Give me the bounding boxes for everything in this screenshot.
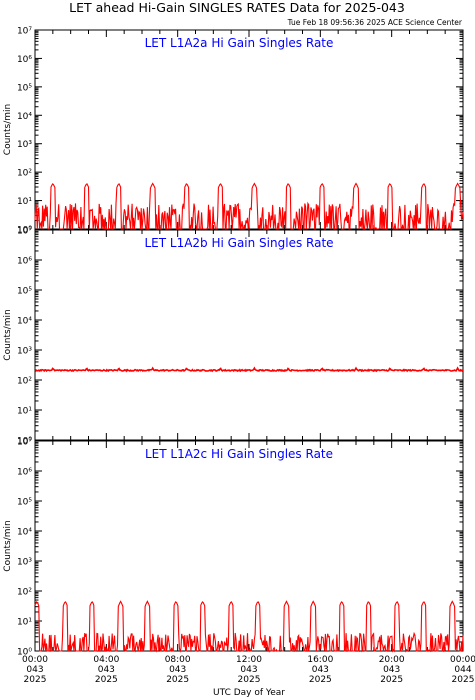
generation-timestamp: Tue Feb 18 09:56:36 2025 ACE Science Cen… [287, 18, 463, 27]
y-tick-label: 10¹ [17, 197, 32, 207]
series-line [34, 600, 464, 653]
plot-frame [34, 29, 464, 230]
x-tick-label: 16:00 [307, 655, 333, 665]
y-tick-label: 10⁰ [17, 437, 32, 447]
x-tick-label: 04:00 [93, 655, 119, 665]
x-axis-label: UTC Day of Year [213, 688, 285, 698]
y-tick-label: 10¹ [17, 618, 32, 628]
y-tick-label: 10⁶ [17, 468, 32, 478]
y-tick-label: 10⁵ [17, 498, 32, 508]
y-tick-label: 10³ [17, 140, 32, 150]
chart-panels: 10⁰ 10¹ 10² 10³ 10⁴ 10⁵ 10⁶ 10⁷ Counts/min LET L1… [3, 27, 475, 699]
panel-title: LET L1A2b Hi Gain Singles Rate [144, 236, 333, 250]
x-tick-label: 043 [383, 665, 400, 675]
x-tick-label: 043 [169, 665, 186, 675]
x-tick-label: 2025 [309, 675, 332, 685]
x-tick-label: 043 [312, 665, 329, 675]
x-tick-label: 2025 [380, 675, 403, 685]
y-axis-label: Counts/min [3, 520, 13, 571]
y-axis-label: Counts/min [3, 309, 13, 360]
x-tick-label: 2025 [24, 675, 47, 685]
chart-panel-3: 10⁰ 10¹ 10² 10³ 10⁴ 10⁵ 10⁶ 10⁷ Counts/min LET L1… [3, 438, 475, 699]
y-tick-label: 10⁰ [17, 648, 32, 658]
panel-title: LET L1A2a Hi Gain Singles Rate [145, 36, 334, 50]
x-tick-label: 00:00 [22, 655, 48, 665]
x-tick-label: 044 [454, 665, 471, 675]
y-tick-label: 10⁶ [17, 257, 32, 267]
figure-title: LET ahead Hi-Gain SINGLES RATES Data for… [69, 0, 405, 15]
y-tick-label: 10² [17, 377, 32, 387]
series-line [34, 366, 464, 373]
y-tick-label: 10⁴ [17, 317, 32, 327]
chart-panel-2: 10⁰ 10¹ 10² 10³ 10⁴ 10⁵ 10⁶ 10⁷ Counts/min LET L1… [3, 227, 464, 447]
x-tick-label: 2025 [238, 675, 261, 685]
y-tick-label: 10⁰ [17, 226, 32, 236]
y-tick-label: 10² [17, 588, 32, 598]
y-tick-label: 10⁵ [17, 83, 32, 93]
panel-title: LET L1A2c Hi Gain Singles Rate [145, 447, 333, 461]
y-tick-label: 10⁷ [17, 227, 32, 237]
x-tick-label: 043 [98, 665, 115, 675]
x-tick-label: 00:00 [450, 655, 475, 665]
y-tick-label: 10⁶ [17, 55, 32, 65]
series-line [34, 182, 464, 231]
y-tick-label: 10² [17, 169, 32, 179]
y-tick-label: 10⁷ [17, 438, 32, 448]
y-tick-label: 10¹ [17, 407, 32, 417]
y-tick-label: 10³ [17, 558, 32, 568]
x-tick-label: 043 [240, 665, 257, 675]
x-tick-label: 20:00 [379, 655, 405, 665]
y-tick-label: 10⁴ [17, 528, 32, 538]
x-tick-label: 043 [26, 665, 43, 675]
plot-frame [34, 229, 464, 441]
x-tick-label: 2025 [452, 675, 475, 685]
x-tick-label: 08:00 [165, 655, 191, 665]
y-tick-label: 10³ [17, 347, 32, 357]
y-tick-label: 10⁵ [17, 287, 32, 297]
y-tick-label: 10⁷ [17, 27, 32, 37]
y-axis-label: Counts/min [3, 104, 13, 155]
chart-panel-1: 10⁰ 10¹ 10² 10³ 10⁴ 10⁵ 10⁶ 10⁷ Counts/min LET L1… [3, 27, 464, 236]
x-tick-label: 2025 [166, 675, 189, 685]
x-tick-label: 2025 [95, 675, 118, 685]
x-tick-label: 12:00 [236, 655, 262, 665]
y-tick-label: 10⁴ [17, 112, 32, 122]
